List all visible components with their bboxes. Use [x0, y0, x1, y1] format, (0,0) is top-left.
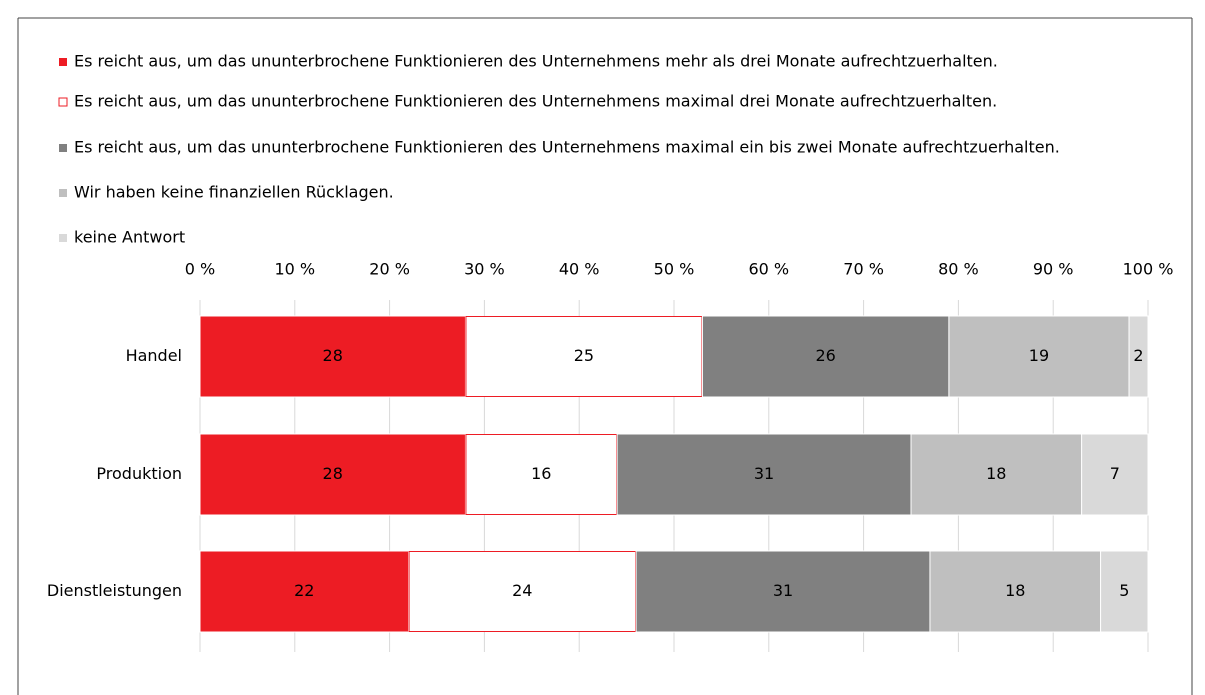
x-tick-label: 0 %: [185, 260, 215, 279]
bar-segment: [616, 433, 912, 516]
y-tick-label: Handel: [126, 346, 182, 365]
data-label: 26: [816, 346, 836, 365]
bar-segment: [199, 550, 410, 633]
x-tick-label: 50 %: [654, 260, 695, 279]
data-label: 31: [754, 464, 774, 483]
bar-segment: [948, 315, 1130, 398]
bar-segment: [199, 433, 466, 516]
bar-segment: [701, 315, 950, 398]
x-tick-label: 20 %: [369, 260, 410, 279]
legend-label: keine Antwort: [74, 228, 185, 247]
legend-label: Es reicht aus, um das ununterbrochene Fu…: [74, 138, 1060, 157]
x-tick-label: 10 %: [274, 260, 315, 279]
legend-marker: [59, 234, 67, 242]
data-label: 2: [1133, 346, 1143, 365]
legend-label: Es reicht aus, um das ununterbrochene Fu…: [74, 92, 997, 111]
legend-marker: [59, 144, 67, 152]
x-tick-label: 60 %: [748, 260, 789, 279]
data-label: 28: [323, 464, 343, 483]
bar-segment: [635, 550, 931, 633]
legend-marker: [58, 97, 68, 107]
bar-segment: [929, 550, 1102, 633]
bar-segment: [1128, 315, 1149, 398]
data-label: 19: [1029, 346, 1049, 365]
legend-marker: [59, 189, 67, 197]
legend-label: Es reicht aus, um das ununterbrochene Fu…: [74, 52, 998, 71]
data-label: 31: [773, 581, 793, 600]
data-label: 22: [294, 581, 314, 600]
x-tick-label: 90 %: [1033, 260, 1074, 279]
data-label: 16: [531, 464, 551, 483]
bar-segment: [465, 434, 618, 515]
bar-segment: [1081, 433, 1149, 516]
x-tick-label: 70 %: [843, 260, 884, 279]
data-label: 25: [574, 346, 594, 365]
y-tick-label: Produktion: [96, 464, 182, 483]
bar-segment: [910, 433, 1083, 516]
x-tick-label: 40 %: [559, 260, 600, 279]
bar-segment: [408, 551, 637, 632]
x-tick-label: 80 %: [938, 260, 979, 279]
x-tick-label: 100 %: [1123, 260, 1174, 279]
data-label: 28: [323, 346, 343, 365]
data-label: 18: [986, 464, 1006, 483]
bar-segment: [1100, 550, 1149, 633]
x-tick-label: 30 %: [464, 260, 505, 279]
data-label: 7: [1110, 464, 1120, 483]
data-label: 5: [1119, 581, 1129, 600]
bar-segment: [465, 316, 703, 397]
legend-label: Wir haben keine finanziellen Rücklagen.: [74, 183, 394, 202]
y-tick-label: Dienstleistungen: [47, 581, 182, 600]
data-label: 24: [512, 581, 532, 600]
bar-segment: [199, 315, 466, 398]
data-label: 18: [1005, 581, 1025, 600]
legend-marker: [59, 58, 67, 66]
